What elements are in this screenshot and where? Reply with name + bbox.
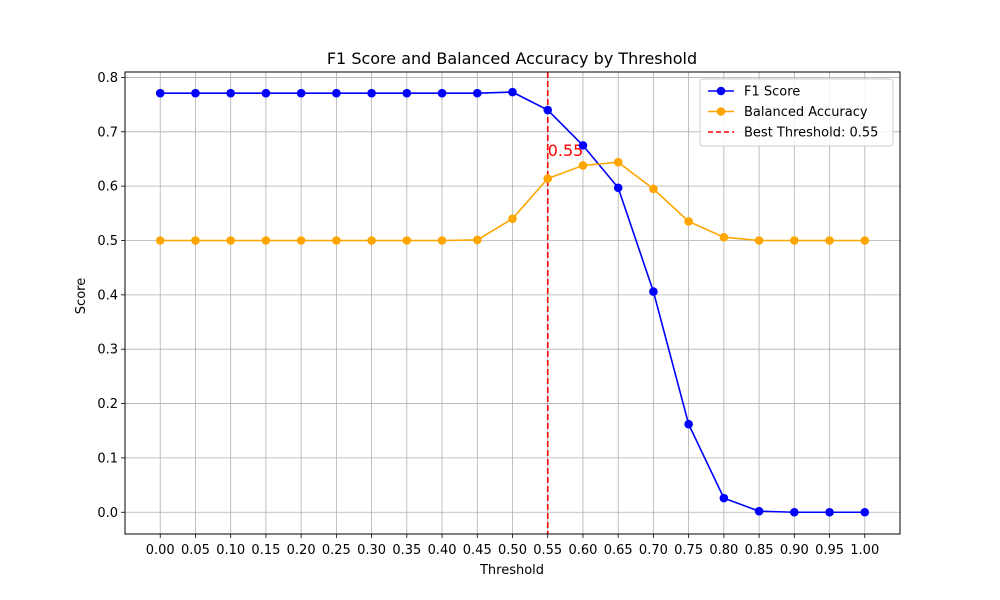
y-tick-label: 0.8 — [97, 71, 118, 86]
f1-score-point — [613, 183, 623, 193]
balanced-accuracy-point — [296, 236, 306, 245]
y-tick-label: 0.1 — [97, 451, 118, 466]
series-layer — [155, 87, 870, 517]
x-tick-label: 0.35 — [392, 543, 421, 558]
f1-score-point — [684, 419, 693, 429]
f1-score-point — [437, 88, 447, 98]
x-tick-label: 0.90 — [780, 543, 809, 558]
x-axis-label: Threshold — [479, 563, 544, 578]
x-tick-label: 0.75 — [674, 543, 703, 558]
x-tick-label: 0.00 — [146, 543, 175, 558]
f1-score-point — [155, 88, 165, 98]
balanced-accuracy-point — [508, 214, 517, 224]
f1-score-point — [367, 88, 376, 98]
legend-label: F1 Score — [744, 85, 800, 100]
balanced-accuracy-point — [613, 157, 623, 167]
y-tick-label: 0.6 — [97, 180, 118, 195]
balanced-accuracy-point — [825, 236, 834, 245]
reference-layer: 0.55 — [546, 72, 584, 534]
y-tick-label: 0.7 — [97, 125, 118, 140]
legend-box — [699, 78, 894, 147]
balanced-accuracy-point — [402, 236, 412, 245]
x-tick-label: 0.40 — [428, 543, 457, 558]
balanced-accuracy-point — [472, 235, 482, 245]
x-tick-label: 0.10 — [216, 543, 245, 558]
x-tick-label: 0.80 — [709, 543, 738, 558]
f1-score-point — [261, 88, 271, 98]
legend-label: Balanced Accuracy — [744, 105, 868, 120]
x-tick-label: 0.15 — [251, 543, 280, 558]
x-tick-label: 0.65 — [604, 543, 633, 558]
y-axis-label: Score — [74, 278, 89, 314]
y-tick-label: 0.2 — [97, 397, 118, 412]
f1-score-point — [825, 507, 834, 517]
x-tick-label: 1.00 — [850, 543, 879, 558]
f1-score-point — [226, 88, 235, 98]
y-tick-label: 0.0 — [97, 506, 118, 521]
ticks-layer: 0.00 0.05 0.10 0.15 0.20 0.25 0.30 0.35 0.40 0.45… — [97, 71, 879, 558]
f1-score-point — [719, 493, 729, 503]
f1-score-point — [543, 105, 553, 115]
f1-score-point — [191, 88, 200, 98]
x-tick-label: 0.05 — [181, 543, 210, 558]
balanced-accuracy-point — [437, 236, 447, 245]
legend-marker — [716, 86, 726, 96]
x-tick-label: 0.70 — [639, 543, 668, 558]
balanced-accuracy-point — [543, 174, 553, 183]
f1-score-point — [296, 88, 306, 98]
x-tick-label: 0.20 — [287, 543, 316, 558]
x-tick-label: 0.60 — [568, 543, 597, 558]
f1-score-point — [649, 287, 658, 296]
f1-score-point — [508, 87, 517, 97]
best-threshold-annotation: 0.55 — [548, 141, 584, 160]
balanced-accuracy-point — [754, 236, 764, 245]
balanced-accuracy-point — [649, 184, 658, 194]
legend-marker — [716, 107, 726, 116]
f1-score-point — [332, 88, 341, 98]
balanced-accuracy-point — [191, 236, 200, 245]
legend: F1 Score Balanced Accuracy Best Threshold:… — [699, 78, 894, 147]
f1-score-point — [790, 507, 799, 517]
x-tick-label: 0.85 — [745, 543, 774, 558]
balanced-accuracy-point — [578, 161, 588, 170]
balanced-accuracy-point — [367, 236, 376, 245]
x-tick-label: 0.95 — [815, 543, 844, 558]
balanced-accuracy-point — [790, 236, 799, 245]
y-tick-label: 0.3 — [97, 343, 118, 358]
x-tick-label: 0.50 — [498, 543, 527, 558]
legend-label: Best Threshold: 0.55 — [744, 126, 878, 141]
f1-score-point — [860, 507, 870, 517]
x-tick-label: 0.30 — [357, 543, 386, 558]
x-tick-label: 0.25 — [322, 543, 351, 558]
x-tick-label: 0.55 — [533, 543, 562, 558]
chart-title: F1 Score and Balanced Accuracy by Thresh… — [327, 49, 697, 68]
balanced-accuracy-point — [860, 236, 870, 245]
f1-score-point — [578, 141, 588, 150]
y-tick-label: 0.4 — [97, 288, 118, 303]
balanced-accuracy-point — [684, 217, 693, 226]
f1-score-point — [402, 88, 412, 98]
balanced-accuracy-point — [332, 236, 341, 245]
f1-score-point — [472, 88, 482, 98]
balanced-accuracy-point — [719, 232, 729, 242]
y-tick-label: 0.5 — [97, 234, 118, 249]
balanced-accuracy-point — [155, 236, 165, 245]
balanced-accuracy-point — [261, 236, 271, 245]
f1-score-point — [754, 506, 764, 516]
x-tick-label: 0.45 — [463, 543, 492, 558]
balanced-accuracy-point — [226, 236, 235, 245]
